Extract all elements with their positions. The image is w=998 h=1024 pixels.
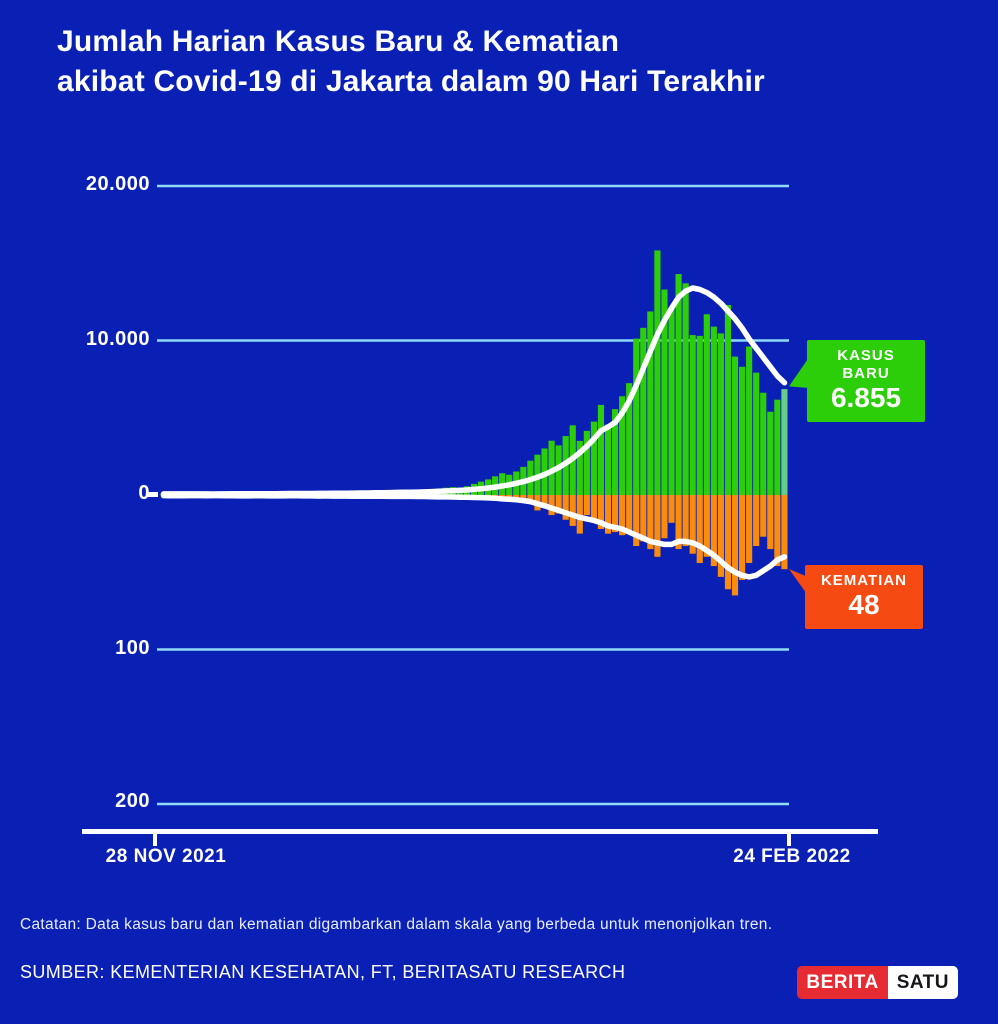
death-bar (548, 495, 555, 516)
case-bar (583, 430, 590, 495)
callout-kasus-baru-label: KASUS BARU (837, 347, 895, 382)
death-bar (753, 495, 760, 546)
zero-tick (147, 492, 158, 497)
y-axis-label-20000: 20.000 (85, 173, 150, 195)
death-bar (675, 495, 682, 550)
death-bar (626, 495, 633, 534)
death-bar (619, 495, 626, 536)
death-bar (668, 495, 675, 523)
logo-berita-segment: BERITA (797, 966, 888, 999)
death-bar (654, 495, 661, 557)
y-axis-label-0: 0 (138, 482, 150, 504)
case-bar (689, 335, 696, 495)
x-axis-label-start: 28 NOV 2021 (105, 846, 227, 867)
death-bar (724, 495, 732, 590)
callout-kematian: KEMATIAN 48 (805, 565, 923, 629)
death-bar (661, 495, 668, 539)
death-bar (527, 495, 534, 500)
case-bar (548, 440, 555, 495)
page-title-line2: akibat Covid-19 di Jakarta dalam 90 Hari… (57, 65, 765, 98)
case-bar (739, 366, 746, 495)
case-bar (576, 440, 583, 495)
case-bar (668, 307, 675, 495)
page-title: Jumlah Harian Kasus Baru & Kematian akib… (57, 22, 765, 102)
case-bar (590, 421, 597, 495)
case-bar (731, 356, 739, 495)
case-bar (774, 399, 781, 495)
death-bar (682, 495, 689, 546)
death-bar (555, 495, 562, 514)
case-bar (597, 404, 605, 495)
y-axis-label-100: 100 (115, 637, 150, 659)
case-bar (710, 326, 717, 495)
death-bar (696, 495, 703, 563)
x-axis-line (82, 829, 878, 834)
case-bar (696, 335, 703, 495)
y-axis-label-200: 200 (115, 790, 150, 812)
case-bar (619, 396, 626, 495)
death-bar (746, 495, 753, 563)
case-bar (760, 392, 767, 495)
deaths-trend-line (160, 492, 788, 580)
beritasatu-logo: BERITA SATU (797, 966, 958, 999)
death-bar (590, 495, 597, 522)
case-bar (604, 424, 612, 495)
death-bar (781, 495, 788, 570)
death-bar (717, 495, 724, 577)
death-bar (647, 495, 654, 550)
footnote: Catatan: Data kasus baru dan kematian di… (20, 916, 773, 933)
case-bar (675, 274, 682, 495)
source-line: SUMBER: KEMENTERIAN KESEHATAN, FT, BERIT… (20, 962, 626, 982)
death-bar (710, 495, 717, 567)
case-bar (703, 314, 710, 495)
x-axis-label-end: 24 FEB 2022 (733, 846, 851, 867)
case-bar (781, 389, 788, 495)
death-bar (576, 495, 583, 534)
case-bar (654, 250, 661, 495)
death-bar (689, 495, 696, 554)
y-axis-label-10000: 10.000 (85, 328, 150, 350)
case-bar (611, 409, 619, 495)
death-bar (597, 495, 605, 529)
callout-kematian-value: 48 (848, 589, 880, 620)
callout-kasus-baru-value: 6.855 (830, 382, 902, 413)
case-bar (767, 411, 774, 495)
case-bar (647, 311, 654, 495)
death-bar (767, 495, 774, 550)
case-bar (661, 289, 668, 495)
callout-kematian-label: KEMATIAN (820, 572, 908, 589)
case-bar (746, 346, 753, 495)
death-bar (541, 495, 548, 508)
death-bar (562, 495, 569, 520)
callout-kasus-baru: KASUS BARU 6.855 (807, 340, 925, 422)
case-bar (633, 338, 640, 495)
case-bar (753, 372, 760, 495)
logo-satu-segment: SATU (887, 966, 958, 999)
death-bar (611, 495, 619, 533)
page-title-line1: Jumlah Harian Kasus Baru & Kematian (57, 25, 620, 58)
death-bar (731, 495, 739, 596)
x-axis-tick-end (787, 833, 791, 846)
death-bar (760, 495, 767, 537)
x-axis-tick-start (153, 833, 157, 846)
case-bar (717, 333, 724, 495)
death-bar (739, 495, 746, 580)
case-bar (682, 283, 689, 495)
death-bar (703, 495, 710, 557)
death-bar (774, 495, 781, 567)
death-bar (640, 495, 647, 542)
case-bar (724, 304, 732, 495)
death-bar (604, 495, 612, 534)
death-bar (583, 495, 590, 516)
case-bar (626, 383, 633, 495)
case-bar (640, 327, 647, 495)
death-bar (569, 495, 576, 526)
death-bar (633, 495, 640, 546)
